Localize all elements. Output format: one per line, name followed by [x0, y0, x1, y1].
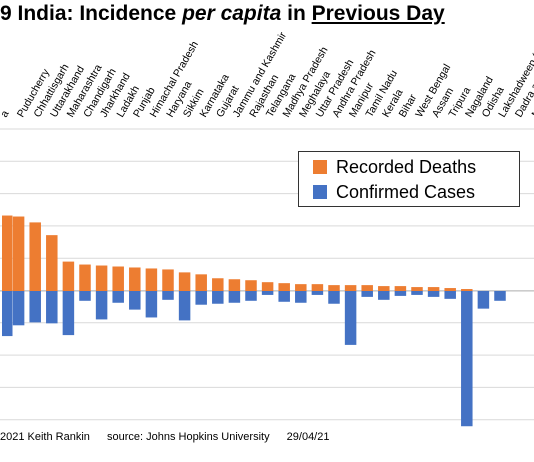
bar-cases — [95, 291, 108, 320]
bar-deaths — [12, 216, 25, 291]
bar-deaths — [278, 283, 290, 291]
title-middle: in — [281, 2, 312, 25]
chart-title: 9 India: Incidence per capita in Previou… — [0, 2, 445, 26]
bar-cases — [427, 291, 440, 297]
bar-deaths — [295, 284, 307, 291]
bar-deaths — [378, 286, 390, 291]
bar-cases — [278, 291, 290, 302]
bar-cases — [129, 291, 141, 310]
legend-swatch-cases — [313, 185, 327, 199]
bar-deaths — [178, 272, 191, 291]
footer-source: source: Johns Hopkins University — [106, 431, 270, 443]
footer-date: 29/04/21 — [286, 431, 330, 443]
bar-deaths — [311, 284, 324, 291]
legend-item-deaths: Recorded Deaths — [313, 155, 476, 179]
bar-deaths — [195, 274, 207, 291]
bar-deaths — [411, 287, 423, 291]
bar-deaths — [461, 289, 473, 291]
legend-label-deaths: Recorded Deaths — [336, 156, 477, 177]
bar-deaths — [361, 285, 373, 291]
legend-swatch-deaths — [313, 160, 327, 174]
bar-cases — [461, 291, 473, 427]
legend: Recorded Deaths Confirmed Cases — [298, 151, 520, 207]
bar-cases — [245, 291, 257, 301]
bar-cases — [178, 291, 191, 321]
bar-cases — [228, 291, 241, 303]
bar-cases — [261, 291, 274, 295]
bar-cases — [411, 291, 423, 295]
bar-deaths — [2, 215, 13, 291]
bar-cases — [444, 291, 456, 299]
bar-cases — [344, 291, 357, 345]
bar-deaths — [228, 279, 241, 291]
bar-deaths — [145, 268, 158, 291]
bar-deaths — [261, 282, 274, 291]
bar-deaths — [29, 222, 41, 291]
bar-cases — [62, 291, 75, 336]
bar-deaths — [427, 287, 440, 291]
bar-deaths — [162, 269, 174, 291]
bar-deaths — [212, 278, 224, 291]
legend-label-cases: Confirmed Cases — [336, 181, 476, 202]
bar-cases — [46, 291, 58, 324]
bars — [2, 215, 506, 427]
bar-cases — [2, 291, 13, 337]
bar-cases — [145, 291, 158, 318]
footer: 2021 Keith Rankin source: Johns Hopkins … — [0, 431, 343, 443]
bar-cases — [212, 291, 224, 304]
bar-deaths — [46, 235, 58, 291]
bar-deaths — [79, 264, 91, 291]
bar-cases — [79, 291, 91, 301]
bar-cases — [295, 291, 307, 303]
bar-deaths — [328, 285, 340, 291]
bar-deaths — [129, 267, 141, 291]
bar-cases — [378, 291, 390, 300]
legend-item-cases: Confirmed Cases — [313, 180, 475, 204]
bar-cases — [311, 291, 324, 295]
bar-deaths — [112, 266, 124, 291]
bar-deaths — [62, 261, 75, 291]
bar-cases — [494, 291, 506, 301]
bar-cases — [394, 291, 407, 296]
category-labels: a PuducherryChhattisgarhUttarakhandMahara… — [0, 30, 534, 120]
bar-cases — [162, 291, 174, 300]
bar-cases — [477, 291, 490, 309]
footer-credit: 2021 Keith Rankin — [0, 431, 90, 443]
bar-cases — [112, 291, 124, 303]
bar-deaths — [245, 280, 257, 291]
bar-cases — [361, 291, 373, 297]
category-label: a — [0, 108, 12, 119]
bar-cases — [29, 291, 41, 323]
bar-cases — [195, 291, 207, 305]
bar-deaths — [344, 285, 357, 291]
bar-deaths — [394, 286, 407, 291]
bar-cases — [12, 291, 25, 326]
bar-cases — [328, 291, 340, 304]
title-underlined: Previous Day — [311, 2, 445, 25]
bar-deaths — [444, 288, 456, 291]
bar-deaths — [95, 265, 108, 291]
title-italic: per capita — [182, 2, 282, 25]
title-prefix: 9 India: Incidence — [0, 2, 183, 25]
